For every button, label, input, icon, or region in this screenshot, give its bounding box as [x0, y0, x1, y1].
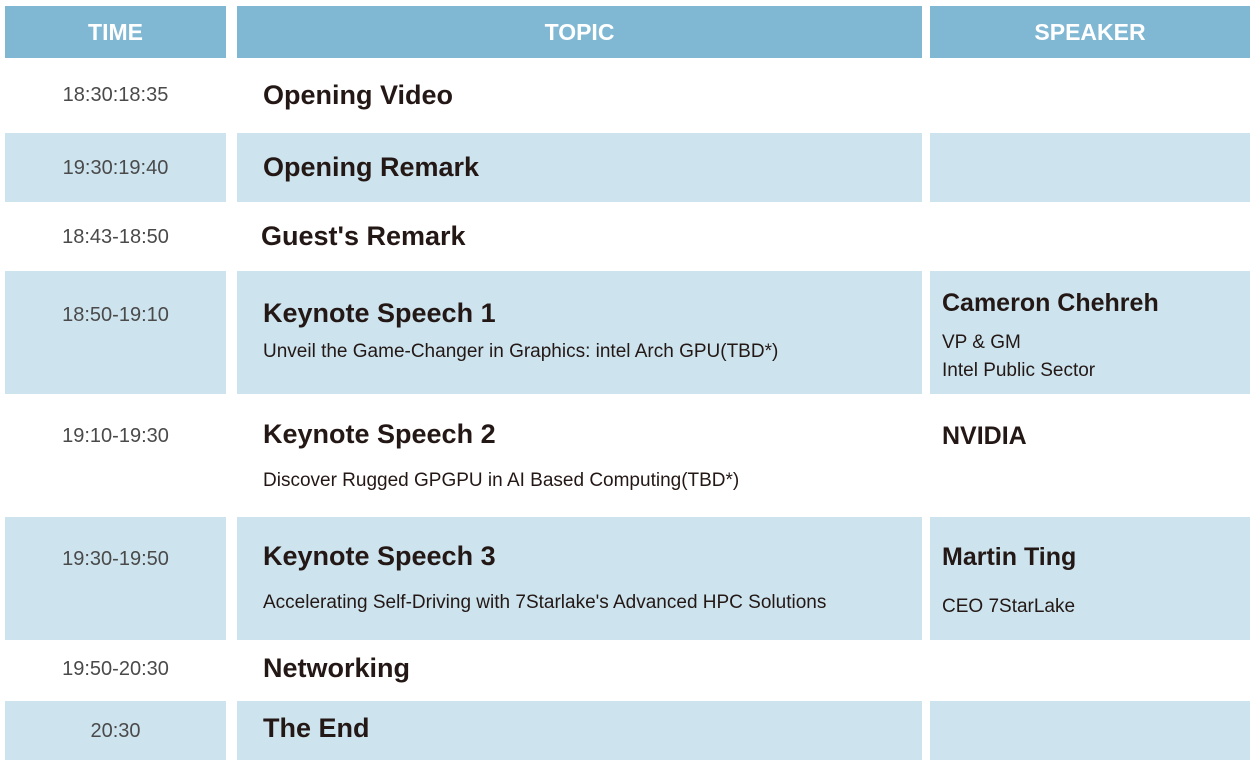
topic-cell: The End: [237, 701, 922, 760]
time-cell: 20:30: [5, 701, 226, 760]
speaker-cell: [930, 640, 1250, 700]
header-time: TIME: [5, 6, 226, 58]
speaker-cell: NVIDIA: [930, 394, 1250, 517]
time-text: 19:30-19:50: [62, 548, 169, 570]
topic-cell: Guest's Remark: [237, 202, 922, 270]
speaker-name: NVIDIA: [942, 422, 1027, 450]
speaker-cell: [930, 701, 1250, 760]
header-topic: TOPIC: [237, 6, 922, 58]
time-text: 19:30:19:40: [62, 157, 169, 179]
topic-cell: Opening Remark: [237, 133, 922, 202]
time-cell: 18:43-18:50: [5, 202, 226, 270]
speaker-cell: Cameron Chehreh VP & GM Intel Public Secto…: [930, 271, 1250, 394]
time-text: 19:10-19:30: [62, 425, 169, 447]
time-text: 19:50-20:30: [62, 658, 169, 680]
topic-cell: Opening Video: [237, 58, 922, 132]
topic-title: Keynote Speech 2: [263, 419, 496, 449]
speaker-cell: [930, 133, 1250, 202]
topic-subtitle: Unveil the Game-Changer in Graphics: int…: [263, 341, 779, 362]
topic-subtitle: Accelerating Self-Driving with 7Starlake…: [263, 592, 827, 613]
topic-title: Keynote Speech 3: [263, 541, 496, 571]
time-cell: 18:50-19:10: [5, 271, 226, 394]
time-cell: 19:10-19:30: [5, 394, 226, 517]
time-text: 18:50-19:10: [62, 304, 169, 326]
time-cell: 18:30:18:35: [5, 58, 226, 132]
topic-title: Guest's Remark: [261, 221, 466, 251]
topic-cell: Keynote Speech 1 Unveil the Game-Changer …: [237, 271, 922, 394]
topic-title: Opening Video: [263, 80, 454, 110]
time-text: 18:30:18:35: [62, 84, 169, 106]
time-text: 18:43-18:50: [62, 226, 169, 248]
time-text: 20:30: [90, 720, 141, 742]
topic-subtitle: Discover Rugged GPGPU in AI Based Comput…: [263, 470, 740, 491]
time-cell: 19:50-20:30: [5, 640, 226, 700]
topic-cell: Keynote Speech 2 Discover Rugged GPGPU in…: [237, 394, 922, 517]
time-cell: 19:30:19:40: [5, 133, 226, 202]
topic-cell: Keynote Speech 3 Accelerating Self-Drivin…: [237, 517, 922, 640]
topic-title: The End: [263, 713, 370, 743]
speaker-cell: [930, 202, 1250, 270]
speaker-name: Martin Ting: [942, 543, 1077, 571]
speaker-cell: [930, 58, 1250, 132]
time-cell: 19:30-19:50: [5, 517, 226, 640]
speaker-title: Intel Public Sector: [942, 360, 1096, 381]
topic-title: Keynote Speech 1: [263, 298, 496, 328]
header-speaker: SPEAKER: [930, 6, 1250, 58]
topic-title: Networking: [263, 653, 411, 683]
topic-title: Opening Remark: [263, 152, 480, 182]
speaker-cell: Martin Ting CEO 7StarLake: [930, 517, 1250, 640]
speaker-title: CEO 7StarLake: [942, 596, 1076, 617]
topic-cell: Networking: [237, 640, 922, 700]
speaker-name: Cameron Chehreh: [942, 289, 1159, 317]
speaker-title: VP & GM: [942, 332, 1021, 353]
